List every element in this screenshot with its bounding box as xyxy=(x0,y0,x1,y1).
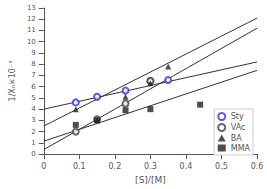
svg-text:0.1: 0.1 xyxy=(73,162,86,171)
svg-text:0.2: 0.2 xyxy=(109,162,122,171)
svg-text:13: 13 xyxy=(27,4,36,12)
svg-text:9: 9 xyxy=(31,49,35,57)
svg-text:0.5: 0.5 xyxy=(215,162,228,171)
svg-text:3: 3 xyxy=(31,116,35,124)
svg-text:5: 5 xyxy=(31,94,35,102)
svg-text:6: 6 xyxy=(31,83,36,91)
svg-text:8: 8 xyxy=(31,60,35,68)
svg-text:0.3: 0.3 xyxy=(144,162,157,171)
svg-text:11: 11 xyxy=(27,26,36,34)
svg-text:1: 1 xyxy=(31,139,35,147)
svg-text:[S]/[M]: [S]/[M] xyxy=(135,175,166,185)
svg-text:BA: BA xyxy=(231,134,242,143)
svg-text:1/Xₙ×10⁻³: 1/Xₙ×10⁻³ xyxy=(8,61,17,102)
svg-text:2: 2 xyxy=(31,128,35,136)
svg-text:0: 0 xyxy=(41,162,46,171)
svg-text:12: 12 xyxy=(27,15,36,23)
svg-text:0.6: 0.6 xyxy=(251,162,264,171)
svg-text:4: 4 xyxy=(31,105,36,113)
svg-text:VAc: VAc xyxy=(231,123,246,132)
svg-text:Sty: Sty xyxy=(231,112,244,121)
svg-text:0.4: 0.4 xyxy=(180,162,193,171)
svg-text:0: 0 xyxy=(31,150,35,158)
svg-text:MMA: MMA xyxy=(231,144,251,153)
svg-text:10: 10 xyxy=(27,38,36,46)
svg-text:7: 7 xyxy=(31,71,35,79)
